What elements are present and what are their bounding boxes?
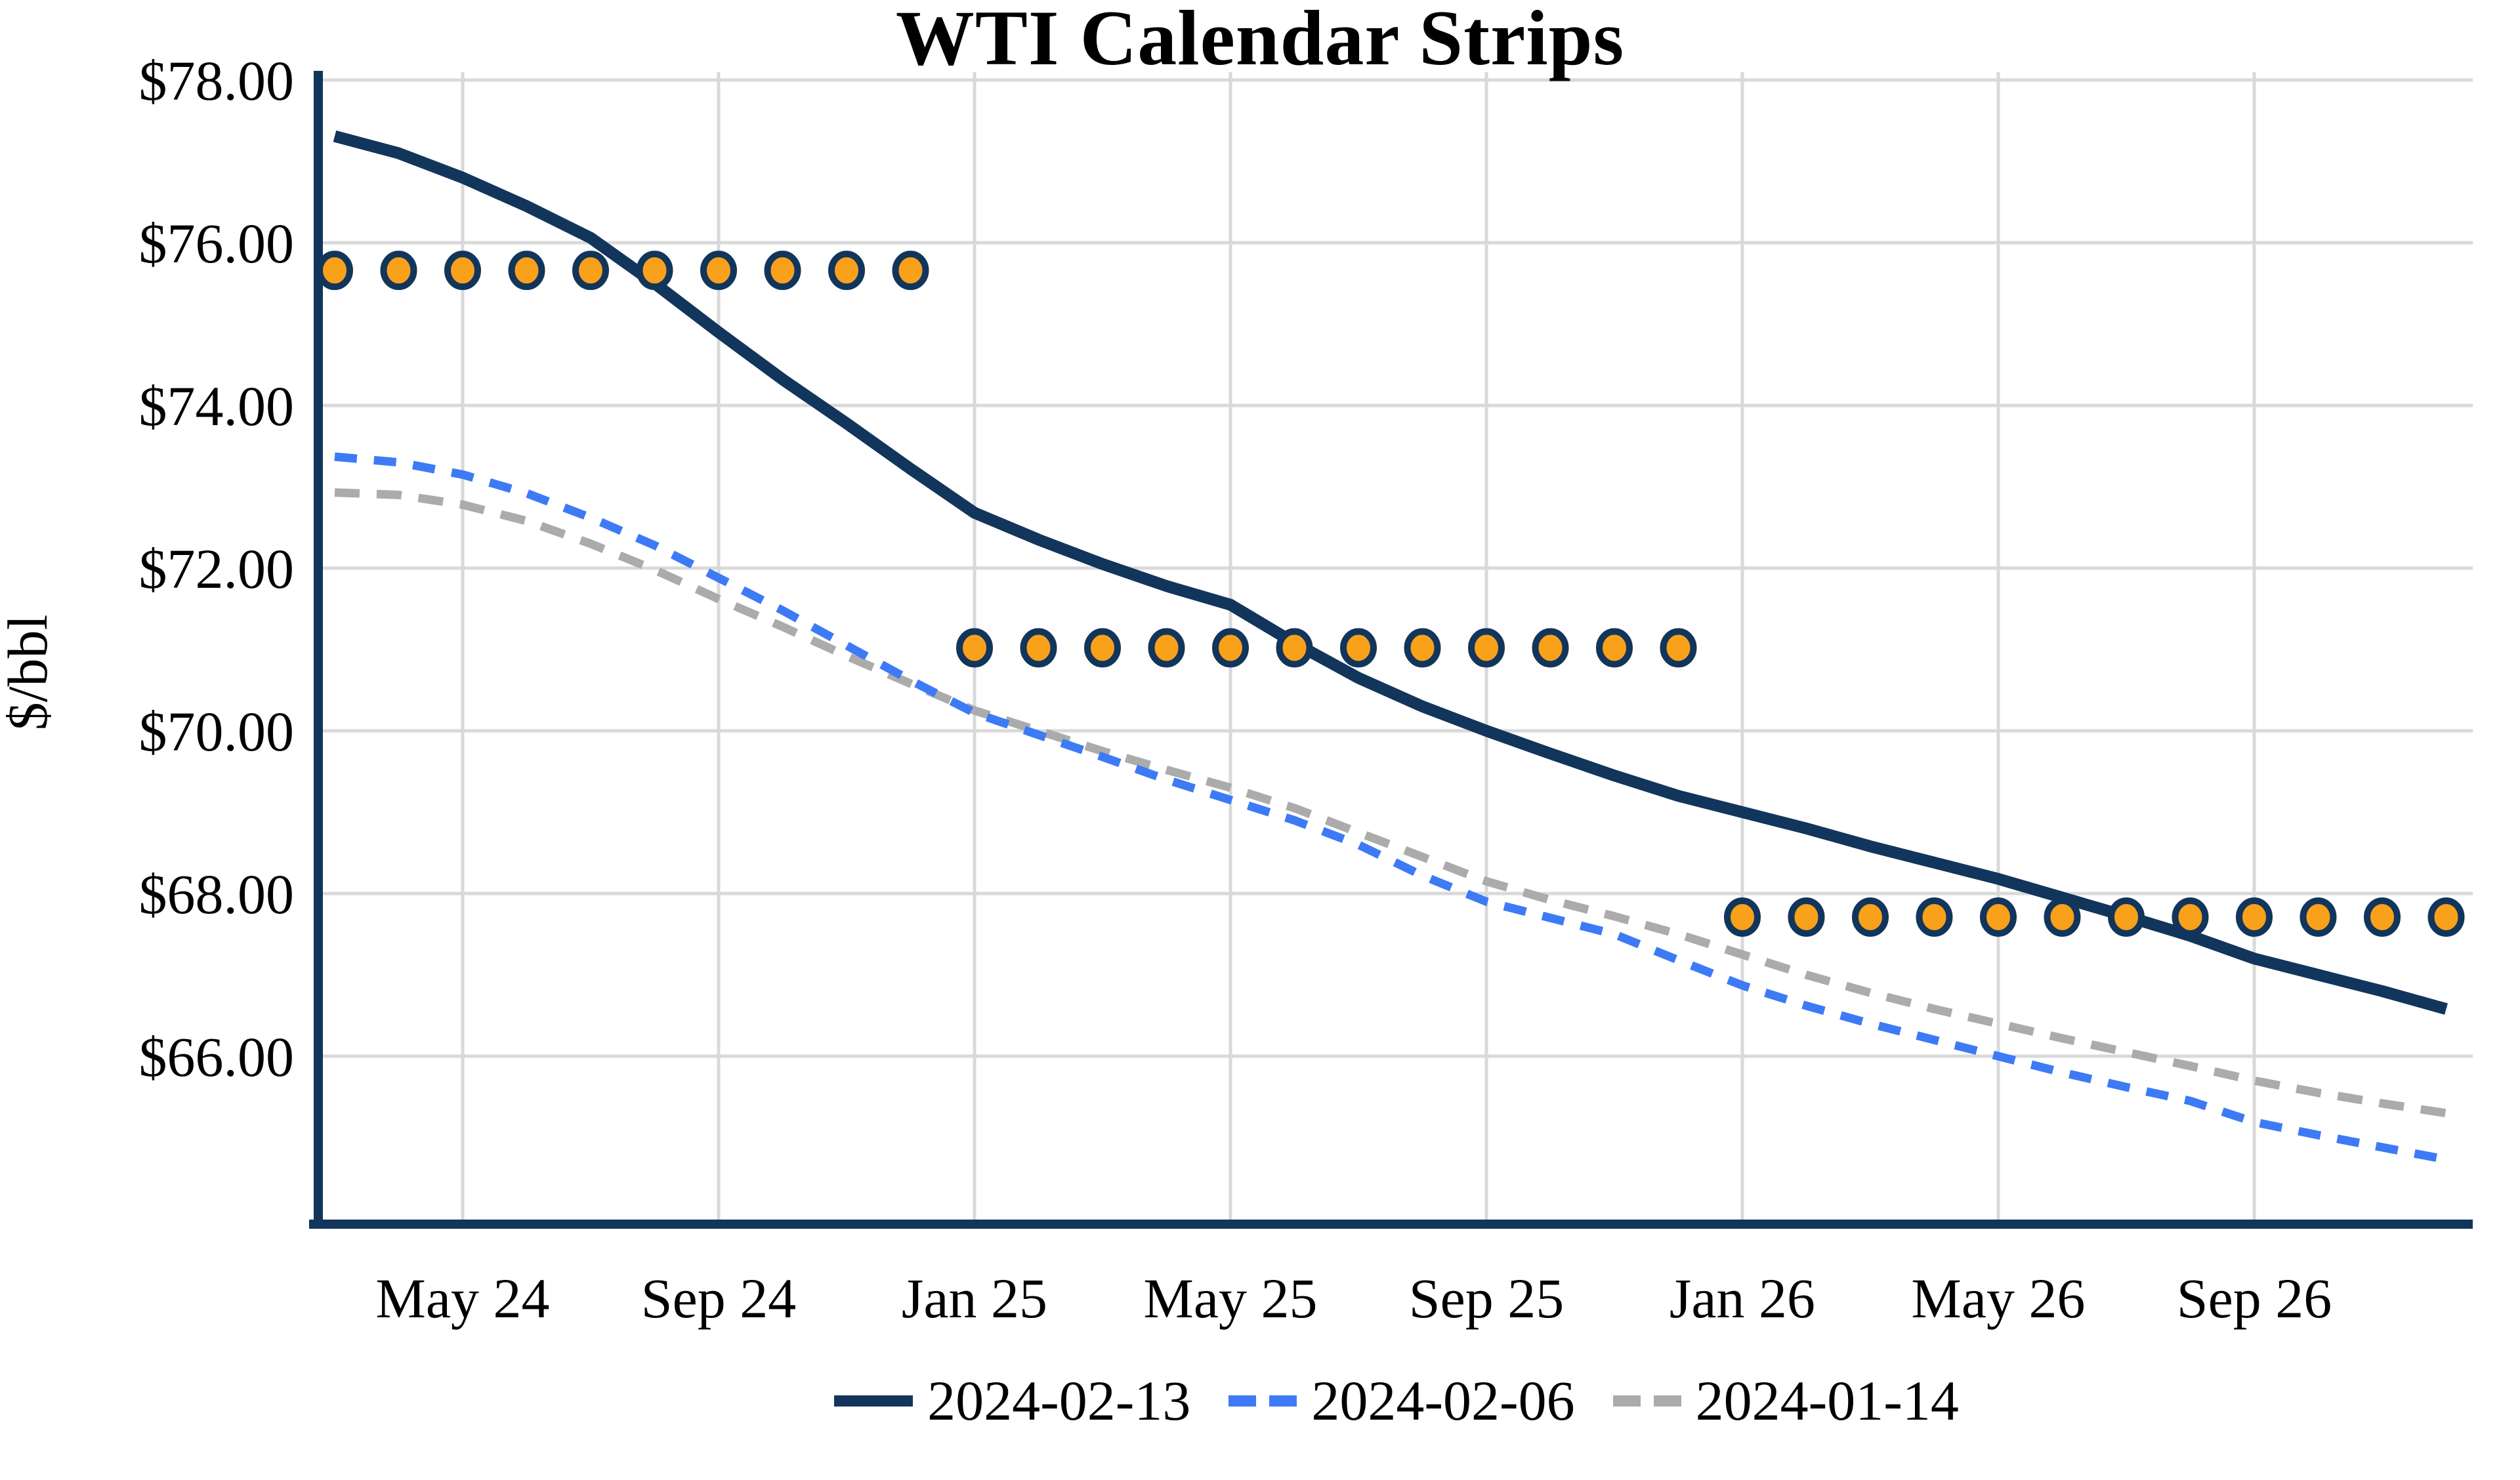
strip-marker bbox=[1340, 628, 1377, 668]
strip-marker bbox=[1596, 628, 1633, 668]
legend-label: 2024-02-13 bbox=[927, 1369, 1191, 1432]
strip-marker bbox=[2364, 897, 2401, 937]
solid-line-swatch-icon bbox=[834, 1395, 914, 1407]
series-line-2024-01-14 bbox=[334, 488, 2447, 1118]
x-tick-label: Sep 25 bbox=[1409, 1267, 1564, 1330]
legend-label: 2024-02-06 bbox=[1311, 1369, 1575, 1432]
strip-marker bbox=[1212, 628, 1249, 668]
series-line-2024-02-06 bbox=[334, 452, 2447, 1164]
x-tick-label: Sep 24 bbox=[641, 1267, 797, 1330]
x-tick-label: Jan 26 bbox=[1670, 1267, 1815, 1330]
strip-marker bbox=[700, 251, 737, 291]
y-tick-label: $76.00 bbox=[139, 212, 295, 275]
strip-marker bbox=[572, 251, 609, 291]
legend-item-2024-02-06: 2024-02-06 bbox=[1228, 1368, 1575, 1433]
legend-label: 2024-01-14 bbox=[1695, 1369, 1959, 1432]
y-tick-label: $78.00 bbox=[139, 49, 295, 112]
y-tick-label: $72.00 bbox=[139, 537, 295, 600]
strip-marker bbox=[1660, 628, 1697, 668]
chart-title: WTI Calendar Strips bbox=[895, 0, 1625, 81]
strip-marker bbox=[2108, 897, 2145, 937]
strip-marker bbox=[1020, 628, 1057, 668]
dashed-line-swatch-icon bbox=[1228, 1395, 1297, 1407]
y-tick-label: $68.00 bbox=[139, 863, 295, 926]
strip-marker bbox=[1788, 897, 1825, 937]
strip-marker bbox=[1724, 897, 1761, 937]
strip-marker bbox=[1276, 628, 1313, 668]
x-tick-label: May 24 bbox=[375, 1267, 549, 1330]
x-tick-label: Jan 25 bbox=[902, 1267, 1047, 1330]
legend-item-2024-02-13: 2024-02-13 bbox=[834, 1368, 1190, 1433]
strip-marker bbox=[2172, 897, 2209, 937]
strip-marker bbox=[1852, 897, 1889, 937]
strip-marker bbox=[1468, 628, 1505, 668]
strip-marker bbox=[1404, 628, 1441, 668]
strip-marker bbox=[2044, 897, 2081, 937]
x-tick-label: Sep 26 bbox=[2177, 1267, 2332, 1330]
strip-marker bbox=[1980, 897, 2017, 937]
strip-marker bbox=[444, 251, 481, 291]
y-tick-label: $66.00 bbox=[139, 1025, 295, 1088]
strip-marker bbox=[2427, 897, 2465, 937]
y-tick-label: $70.00 bbox=[139, 700, 295, 763]
strip-marker bbox=[2300, 897, 2337, 937]
strip-marker bbox=[316, 251, 353, 291]
legend: 2024-02-13 2024-02-06 2024-01-14 bbox=[0, 1368, 2520, 1433]
y-tick-label: $74.00 bbox=[139, 375, 295, 438]
strip-marker bbox=[1532, 628, 1569, 668]
dashed-line-swatch-icon bbox=[1612, 1395, 1681, 1407]
strip-marker bbox=[956, 628, 993, 668]
strip-marker bbox=[828, 251, 865, 291]
x-tick-label: May 26 bbox=[1911, 1267, 2085, 1330]
strip-marker bbox=[636, 251, 673, 291]
strip-marker bbox=[380, 251, 417, 291]
strip-marker bbox=[892, 251, 929, 291]
y-axis-label: $/bbl bbox=[0, 614, 59, 731]
strip-marker bbox=[1148, 628, 1185, 668]
x-tick-label: May 25 bbox=[1143, 1267, 1317, 1330]
strip-marker bbox=[1916, 897, 1953, 937]
legend-item-2024-01-14: 2024-01-14 bbox=[1612, 1368, 1959, 1433]
series-line-2024-02-13 bbox=[333, 130, 2448, 1015]
strip-marker bbox=[2236, 897, 2273, 937]
strip-marker bbox=[1084, 628, 1121, 668]
strip-marker bbox=[508, 251, 545, 291]
strip-marker bbox=[764, 251, 801, 291]
